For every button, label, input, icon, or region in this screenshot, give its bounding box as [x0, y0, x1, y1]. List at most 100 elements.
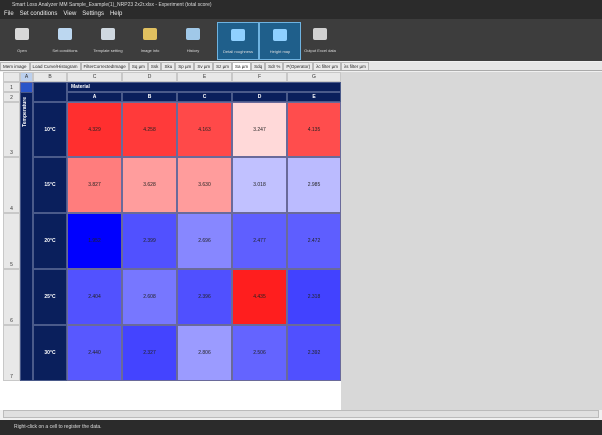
- toolbar: Open Set conditions Template setting Image …: [0, 19, 602, 61]
- toolbar-button[interactable]: Output Excel data: [300, 22, 340, 58]
- status-bar: Right-click on a cell to register the da…: [0, 420, 602, 435]
- sheet-tab[interactable]: Sq µm: [128, 62, 148, 70]
- heat-cell[interactable]: 2.696: [177, 213, 232, 269]
- heat-cell[interactable]: 3.628: [122, 157, 177, 213]
- menu-item[interactable]: View: [63, 11, 77, 17]
- heat-cell[interactable]: 3.827: [67, 157, 122, 213]
- column-header: C: [67, 72, 122, 82]
- column-header: E: [177, 72, 232, 82]
- row-header: 2: [3, 92, 20, 102]
- column-header: D: [122, 72, 177, 82]
- toolbar-button[interactable]: Open: [2, 22, 42, 58]
- heat-cell[interactable]: 2.985: [287, 157, 341, 213]
- material-header: C: [177, 92, 232, 102]
- material-header: E: [287, 92, 341, 102]
- heat-cell[interactable]: 3.247: [232, 102, 287, 157]
- column-header: F: [232, 72, 287, 82]
- temperature-label: 30°C: [33, 325, 67, 381]
- sheet-tab[interactable]: λs filter µm: [341, 62, 369, 70]
- toolbar-button[interactable]: Detail roughness: [217, 22, 259, 60]
- heat-cell[interactable]: 2.477: [232, 213, 287, 269]
- button-label: Height map: [269, 49, 291, 54]
- menu-item[interactable]: Settings: [82, 11, 104, 17]
- heat-cell[interactable]: 2.440: [67, 325, 122, 381]
- heat-cell[interactable]: 2.806: [177, 325, 232, 381]
- blank-cell: [33, 82, 67, 102]
- button-icon: [15, 28, 29, 40]
- row-header: 6: [3, 269, 20, 325]
- menu-item[interactable]: Set conditions: [19, 11, 58, 17]
- column-header: B: [33, 72, 67, 82]
- material-header: D: [232, 92, 287, 102]
- sheet-tab[interactable]: Sa µm: [232, 62, 252, 70]
- heat-cell[interactable]: 2.327: [122, 325, 177, 381]
- toolbar-button[interactable]: Image info: [130, 22, 170, 58]
- toolbar-button[interactable]: Template setting: [88, 22, 128, 58]
- heat-cell[interactable]: 4.258: [122, 102, 177, 157]
- heat-cell[interactable]: 2.318: [287, 269, 341, 325]
- temperature-label: 15°C: [33, 157, 67, 213]
- toolbar-button[interactable]: Height map: [259, 22, 301, 60]
- button-label: Detail roughness: [222, 49, 254, 54]
- sheet-tab[interactable]: FilterCorrectedImage: [80, 62, 129, 70]
- row-header: 3: [3, 102, 20, 157]
- sheet-tab[interactable]: Sku: [161, 62, 176, 70]
- row-header: 7: [3, 325, 20, 381]
- button-label: Image info: [140, 48, 160, 53]
- button-label: History: [186, 48, 200, 53]
- button-icon: [231, 29, 245, 41]
- row-header: 5: [3, 213, 20, 269]
- sheet-tab[interactable]: Load Curve/Histogram: [29, 62, 81, 70]
- row-header: 1: [3, 82, 20, 92]
- menu-item[interactable]: File: [4, 11, 14, 17]
- heat-cell[interactable]: 2.472: [287, 213, 341, 269]
- sheet-tab[interactable]: Sdr %: [265, 62, 284, 70]
- row-header: 4: [3, 157, 20, 213]
- heat-cell[interactable]: 2.396: [177, 269, 232, 325]
- row-group-header: Temperature: [22, 97, 28, 127]
- sheet-empty-area: [341, 72, 602, 410]
- tab-strip: Mem image Load Curve/Histogram FilterCorre…: [0, 62, 602, 71]
- button-label: Set conditions: [52, 48, 78, 53]
- sheet-tab[interactable]: Sp µm: [175, 62, 195, 70]
- heat-cell[interactable]: 4.135: [287, 102, 341, 157]
- button-label: Open: [17, 48, 27, 53]
- horizontal-scrollbar[interactable]: [3, 410, 599, 418]
- column-header: A: [20, 72, 33, 82]
- sheet-tab[interactable]: Sv µm: [194, 62, 214, 70]
- toolbar-button[interactable]: History: [173, 22, 213, 58]
- heat-cell[interactable]: 3.630: [177, 157, 232, 213]
- heat-cell[interactable]: 4.329: [67, 102, 122, 157]
- button-icon: [101, 28, 115, 40]
- sheet-tab[interactable]: Ssk: [147, 62, 162, 70]
- sheet-tab[interactable]: P(Operator): [283, 62, 314, 70]
- column-header: G: [287, 72, 341, 82]
- temperature-label: 25°C: [33, 269, 67, 325]
- sheet-tab[interactable]: Sz µm: [213, 62, 232, 70]
- heat-cell[interactable]: 2.399: [122, 213, 177, 269]
- button-label: Template setting: [93, 48, 123, 53]
- button-icon: [313, 28, 327, 40]
- temperature-label: 20°C: [33, 213, 67, 269]
- sheet-tab[interactable]: λc filter µm: [313, 62, 341, 70]
- sheet: A B C D E F G 1 2 3 4 5 6 7 Material A B C D E Temperature 10…: [0, 72, 341, 410]
- corner-header: [3, 72, 20, 82]
- button-icon: [143, 28, 157, 40]
- button-icon: [186, 28, 200, 40]
- heat-cell[interactable]: 4.435: [232, 269, 287, 325]
- button-icon: [58, 28, 72, 40]
- menu-item[interactable]: Help: [109, 11, 123, 17]
- heat-cell[interactable]: 2.506: [232, 325, 287, 381]
- sheet-tab[interactable]: Mem image: [0, 62, 30, 70]
- sheet-tab[interactable]: Sdq: [251, 62, 266, 70]
- heat-cell[interactable]: 2.608: [122, 269, 177, 325]
- toolbar-button[interactable]: Set conditions: [45, 22, 85, 58]
- heat-cell[interactable]: 2.404: [67, 269, 122, 325]
- heat-cell[interactable]: 1.952: [67, 213, 122, 269]
- material-header: A: [67, 92, 122, 102]
- heat-cell[interactable]: 4.163: [177, 102, 232, 157]
- heat-cell[interactable]: 3.018: [232, 157, 287, 213]
- heat-cell[interactable]: 2.392: [287, 325, 341, 381]
- temperature-label: 10°C: [33, 102, 67, 157]
